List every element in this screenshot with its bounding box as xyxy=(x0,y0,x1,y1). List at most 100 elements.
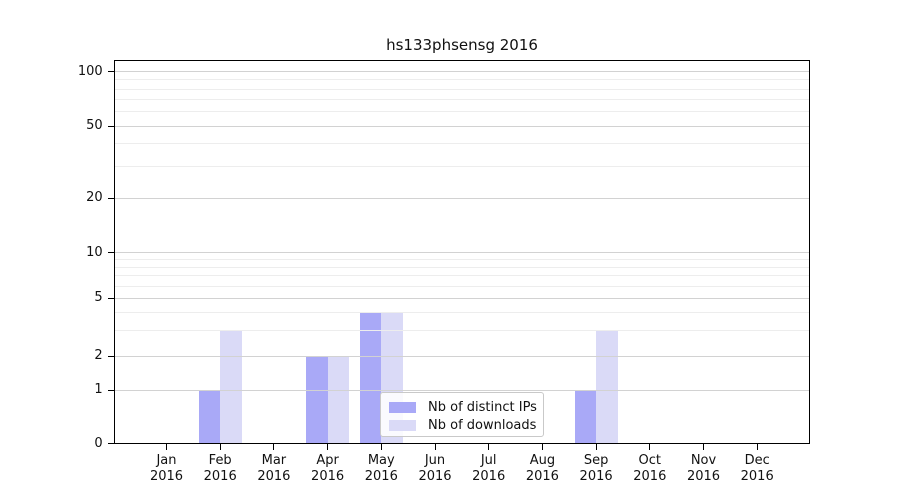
legend-entry: Nb of distinct IPs xyxy=(389,399,537,416)
month-label: Mar xyxy=(261,452,287,468)
x-axis-tick-label: Nov 2016 xyxy=(671,453,737,485)
x-axis-tick-label: Sep 2016 xyxy=(563,453,629,485)
x-tick-mark xyxy=(219,443,221,450)
legend: Nb of distinct IPs Nb of downloads xyxy=(380,392,544,437)
chart-title: hs133phsensg 2016 xyxy=(386,36,538,54)
x-axis-tick-label: Feb 2016 xyxy=(187,453,253,485)
year-label: 2016 xyxy=(418,468,452,484)
month-label: Jan xyxy=(156,452,177,468)
plot-area-border xyxy=(114,60,810,444)
legend-label: Nb of downloads xyxy=(428,418,537,433)
month-label: Jun xyxy=(424,452,446,468)
y-axis-tick-label: 20 xyxy=(86,190,103,205)
bar-distinct-ips xyxy=(198,390,221,444)
year-label: 2016 xyxy=(149,468,184,484)
x-tick-mark xyxy=(541,443,543,450)
legend-entry: Nb of downloads xyxy=(389,417,537,434)
gridline-major xyxy=(113,252,810,253)
gridline-minor xyxy=(113,165,810,167)
y-tick-mark xyxy=(107,71,114,72)
gridline-major xyxy=(113,71,810,72)
gridline-minor xyxy=(113,285,810,287)
bar-distinct-ips xyxy=(574,390,597,444)
y-axis-tick-label: 2 xyxy=(94,348,103,363)
gridline-minor xyxy=(113,266,810,268)
x-tick-mark xyxy=(434,443,436,450)
gridline-minor xyxy=(113,143,810,145)
y-tick-mark xyxy=(107,443,114,444)
x-axis-tick-label: Aug 2016 xyxy=(509,453,575,485)
y-tick-mark xyxy=(107,252,114,253)
bar-distinct-ips xyxy=(306,356,328,444)
legend-swatch xyxy=(389,420,416,431)
x-tick-mark xyxy=(488,443,490,450)
bar-downloads xyxy=(220,330,242,444)
month-label: Oct xyxy=(638,452,662,468)
y-axis-tick-label: 10 xyxy=(86,244,103,260)
legend-swatch xyxy=(389,402,416,413)
gridline-major xyxy=(113,197,810,199)
y-axis-tick-label: 1 xyxy=(94,382,103,397)
x-axis-tick-label: Jul 2016 xyxy=(456,453,522,485)
x-axis-tick-label: Apr 2016 xyxy=(295,453,361,485)
x-tick-mark xyxy=(703,443,704,450)
gridline-minor xyxy=(113,329,810,331)
month-label: Jul xyxy=(480,452,497,468)
x-axis-tick-label: Mar 2016 xyxy=(241,453,307,485)
bar-downloads xyxy=(327,356,350,444)
year-label: 2016 xyxy=(740,468,774,484)
x-axis-tick-label: May 2016 xyxy=(348,453,414,485)
gridline-minor xyxy=(113,258,810,260)
year-label: 2016 xyxy=(257,468,291,484)
year-label: 2016 xyxy=(525,468,559,484)
y-tick-mark xyxy=(107,355,114,357)
gridline-major xyxy=(113,355,810,357)
gridline-major xyxy=(113,389,810,391)
year-label: 2016 xyxy=(633,468,667,484)
x-tick-mark xyxy=(327,443,329,450)
y-axis-tick-label: 0 xyxy=(94,435,103,451)
x-axis-tick-label: Jun 2016 xyxy=(402,453,468,485)
year-label: 2016 xyxy=(579,468,613,484)
year-label: 2016 xyxy=(686,468,721,484)
x-axis-tick-label: Jan 2016 xyxy=(134,453,200,485)
year-label: 2016 xyxy=(364,468,398,484)
x-tick-mark xyxy=(273,443,275,450)
gridline-minor xyxy=(113,79,810,81)
legend-label: Nb of distinct IPs xyxy=(428,400,537,415)
x-tick-mark xyxy=(649,443,651,450)
gridline-minor xyxy=(113,88,810,90)
y-axis-tick-label: 100 xyxy=(77,63,103,79)
gridline-minor xyxy=(113,311,810,313)
x-tick-mark xyxy=(380,443,382,450)
y-tick-mark xyxy=(107,125,114,127)
y-tick-mark xyxy=(107,297,114,299)
gridline-minor xyxy=(113,111,810,113)
month-label: Aug xyxy=(529,452,556,468)
x-tick-mark xyxy=(756,443,758,450)
bar-downloads xyxy=(596,330,618,444)
bar-distinct-ips xyxy=(359,312,382,444)
month-label: Apr xyxy=(316,452,339,468)
year-label: 2016 xyxy=(311,468,345,484)
x-axis-tick-label: Oct 2016 xyxy=(617,453,683,485)
gridline-minor xyxy=(113,99,810,101)
x-tick-mark xyxy=(595,443,597,450)
month-label: Feb xyxy=(208,452,232,468)
gridline-major xyxy=(113,297,810,299)
gridline-minor xyxy=(113,275,810,277)
x-tick-mark xyxy=(166,443,167,450)
year-label: 2016 xyxy=(472,468,506,484)
y-tick-mark xyxy=(107,197,114,199)
month-label: Sep xyxy=(583,452,609,468)
month-label: Dec xyxy=(744,452,770,468)
y-axis-tick-label: 50 xyxy=(86,118,103,133)
y-tick-mark xyxy=(107,389,114,391)
y-axis-tick-label: 5 xyxy=(94,290,103,305)
month-label: Nov xyxy=(690,452,717,468)
year-label: 2016 xyxy=(203,468,237,484)
x-axis-tick-label: Dec 2016 xyxy=(724,453,790,485)
month-label: May xyxy=(367,452,395,468)
gridline-major xyxy=(113,125,810,127)
